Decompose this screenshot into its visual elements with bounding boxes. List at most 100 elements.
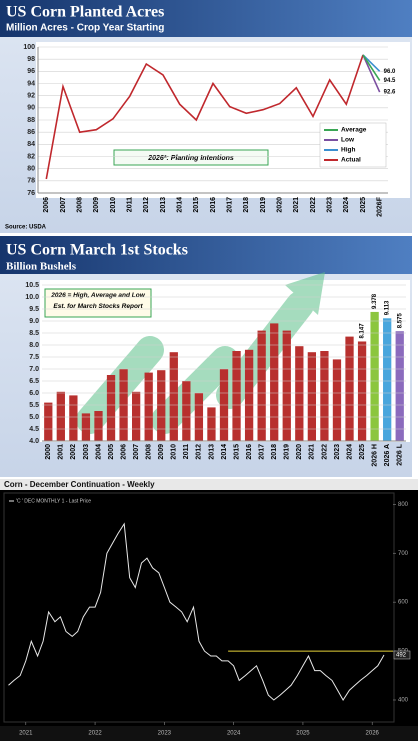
x-tick-label: 2023: [158, 731, 172, 737]
x-tick-label: 2008: [146, 444, 153, 460]
bar: [370, 311, 379, 441]
bar: [207, 407, 216, 441]
y-tick-label: 8.0: [29, 342, 39, 349]
bar: [44, 402, 53, 441]
x-tick-label: 2012: [143, 197, 150, 213]
bar: [332, 359, 342, 441]
x-tick-label: 2016: [246, 444, 253, 460]
bar: [270, 323, 279, 441]
x-tick-label: 2017: [227, 197, 234, 213]
series-line: [8, 522, 385, 701]
x-tick-label: 2014: [177, 197, 184, 213]
x-tick-label: 2009: [158, 444, 165, 460]
annotation: 2026*: Planting Intentions: [147, 155, 234, 162]
x-tick-label: 2017: [258, 444, 265, 460]
panel: [0, 479, 418, 741]
x-tick-label: 2015: [233, 444, 240, 460]
y-tick-label: 10.0: [25, 294, 39, 301]
bar: [56, 391, 65, 441]
series-line: [45, 54, 364, 180]
x-tick-label: 2024: [343, 197, 350, 213]
chart-subtitle: Million Acres - Crop Year Starting: [6, 23, 164, 34]
bar: [157, 370, 166, 441]
x-tick-label: 2026: [366, 731, 380, 737]
y-tick-label: 86: [27, 129, 35, 136]
y-tick-label: 6.0: [29, 390, 39, 397]
x-tick-label: 2022: [321, 444, 328, 460]
y-tick-label: 8.5: [29, 330, 39, 337]
x-tick-label: 2016: [210, 197, 217, 213]
header: [0, 479, 418, 490]
y-tick-label: 600: [398, 600, 409, 606]
x-tick-label: 2018: [271, 444, 278, 460]
bar: [131, 391, 141, 441]
x-tick-label: 2014: [221, 444, 228, 460]
x-tick-label: 2019: [260, 197, 267, 213]
x-tick-label: 2023: [334, 444, 341, 460]
last-price-label: 492: [396, 653, 407, 659]
legend-label: Low: [341, 137, 355, 144]
y-tick-label: 6.5: [29, 378, 39, 385]
legend-label: Average: [341, 127, 367, 134]
annotation: 2026 = High, Average and Low Est. for Ma…: [51, 292, 145, 310]
y-tick-label: 90: [27, 105, 35, 112]
x-tick-label: 2010: [171, 444, 178, 460]
y-tick-label: 88: [27, 117, 35, 124]
y-tick-label: 9.0: [29, 318, 39, 325]
x-tick-label: 2024: [346, 444, 353, 460]
y-tick-label: 700: [398, 551, 409, 557]
y-tick-label: 400: [398, 698, 409, 704]
y-tick-label: 800: [398, 502, 409, 508]
x-tick-label: 2011: [127, 197, 134, 212]
bar: [257, 330, 266, 441]
bar: [244, 349, 254, 441]
x-tick-label: 2019: [284, 444, 291, 460]
x-tick-label: 2023: [327, 197, 334, 213]
y-tick-label: 7.5: [29, 354, 39, 361]
y-tick-label: 76: [27, 190, 35, 197]
x-tick-label: 2021: [293, 197, 300, 213]
x-tick-label: 2021: [19, 731, 33, 737]
bar: [295, 346, 304, 441]
y-tick-label: 80: [27, 166, 35, 173]
header: [0, 236, 412, 274]
chart-title: US Corn Planted Acres: [6, 4, 164, 21]
x-tick-label: 2026 H: [371, 444, 378, 467]
x-tick-label: 2007: [60, 197, 67, 213]
x-tick-label: 2007: [133, 444, 140, 460]
bar: [395, 331, 404, 441]
source: Source: USDA: [5, 225, 47, 231]
y-tick-label: 5.5: [29, 402, 39, 409]
legend-label: Actual: [341, 157, 361, 164]
bar: [357, 341, 367, 441]
x-tick-label: 2022: [88, 731, 102, 737]
y-tick-label: 78: [27, 178, 35, 185]
forecast-line: [362, 54, 381, 93]
x-tick-label: 2011: [183, 444, 190, 459]
x-tick-label: 2026 L: [397, 443, 404, 466]
plot-frame: [3, 492, 395, 723]
legend-label: 'C ' DEC MONTHLY 1 - Last Price: [16, 498, 91, 504]
x-tick-label: 2026 A: [384, 444, 391, 466]
bar: [144, 372, 153, 441]
x-tick-label: 2006: [43, 197, 50, 213]
x-tick-label: 2009: [93, 197, 100, 213]
x-tick-label: 2012: [196, 444, 203, 460]
y-tick-label: 84: [27, 141, 35, 148]
bar: [307, 352, 317, 441]
x-tick-label: 2013: [160, 197, 167, 213]
x-tick-label: 2008: [77, 197, 84, 213]
bar: [94, 411, 103, 441]
bar: [182, 381, 191, 441]
annotation-box: [113, 149, 269, 166]
chart-title: Corn - December Continuation - Weekly: [4, 480, 155, 489]
chart-subtitle: Billion Bushels: [6, 261, 77, 273]
x-tick-label: 2022: [310, 197, 317, 213]
bar: [81, 413, 91, 441]
header: [0, 0, 412, 37]
bar: [383, 318, 392, 441]
x-tick-label: 2020: [296, 444, 303, 460]
chart-title: US Corn March 1st Stocks: [6, 242, 188, 259]
x-tick-label: 2026F: [377, 196, 384, 217]
